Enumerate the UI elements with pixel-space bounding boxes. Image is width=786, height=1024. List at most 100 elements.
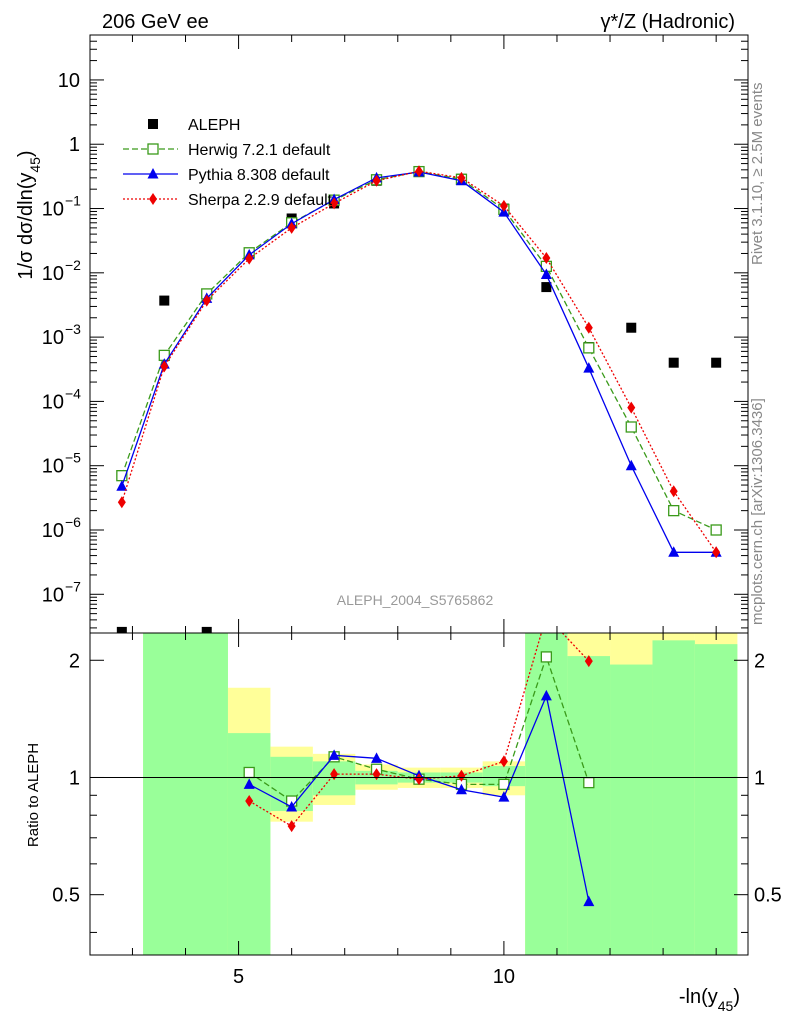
y-tick-exponent: −3 [65, 321, 81, 337]
data-point-0 [116, 626, 127, 633]
data-point-0 [668, 357, 679, 368]
data-point-3 [627, 401, 636, 414]
legend-marker [147, 168, 159, 179]
y-tick-label: 10 [42, 263, 64, 285]
ratio-y-tick-label-right: 0.5 [754, 885, 782, 907]
ratio-point-1 [540, 689, 552, 701]
data-point-1 [710, 524, 722, 536]
ratio-point-1 [243, 778, 255, 789]
analysis-watermark: ALEPH_2004_S5765862 [337, 592, 494, 608]
y-tick-exponent: −2 [65, 257, 81, 273]
data-point-2 [540, 268, 552, 280]
legend-entry: ALEPH [188, 117, 240, 134]
ratio-point-1 [328, 749, 340, 760]
y-tick-label: 10 [58, 70, 80, 92]
ratio-point-1 [371, 752, 383, 763]
ratio-y-tick-label-right: 1 [754, 767, 765, 789]
y-tick-exponent: −7 [65, 578, 81, 594]
band-green-9 [567, 656, 611, 955]
series-line-1 [121, 170, 717, 531]
ratio-point-2 [542, 610, 550, 622]
ratio-uncertainty-bands [143, 633, 738, 955]
data-point-1 [625, 421, 637, 433]
legend-marker [148, 119, 158, 129]
y-tick-exponent: −6 [65, 514, 81, 530]
ratio-y-axis-label: Ratio to ALEPH [25, 743, 42, 847]
ratio-point-0 [243, 766, 255, 779]
data-point-2 [625, 459, 637, 471]
ratio-y-tick-label: 1 [69, 767, 80, 789]
band-green-8 [525, 633, 568, 955]
ratio-point-1 [498, 791, 510, 802]
band-green-1 [227, 733, 271, 955]
data-point-0 [626, 322, 637, 333]
data-point-3 [330, 197, 339, 210]
y-tick-label: 1 [69, 134, 80, 156]
data-point-3 [372, 174, 381, 187]
data-point-0 [541, 282, 552, 293]
ratio-point-1 [583, 895, 595, 907]
ratio-point-2 [457, 769, 466, 782]
y-tick-exponent: −5 [65, 450, 81, 466]
ratio-point-1 [455, 783, 467, 795]
ratio-point-0 [540, 651, 553, 663]
data-point-3 [669, 485, 678, 498]
band-green-11 [652, 640, 695, 955]
data-point-0 [201, 626, 212, 633]
y-tick-label: 10 [42, 456, 64, 478]
data-point-3 [202, 294, 211, 307]
ratio-point-2 [584, 655, 593, 668]
data-point-3 [499, 199, 508, 212]
legend-entry: Herwig 7.2.1 default [188, 142, 331, 159]
y-tick-label: 10 [42, 520, 64, 542]
y-tick-label: 10 [42, 327, 64, 349]
ratio-point-1 [286, 800, 298, 812]
data-point-3 [542, 252, 551, 265]
top-panel-series [116, 165, 722, 633]
data-point-1 [668, 504, 680, 517]
y-tick-exponent: −4 [65, 385, 81, 401]
rivet-label: Rivet 3.1.10, ≥ 2.5M events [749, 83, 766, 266]
band-green-0 [143, 633, 228, 955]
data-point-2 [668, 546, 680, 557]
data-point-1 [583, 342, 595, 354]
ratio-point-2 [415, 773, 423, 786]
legend: ALEPH Herwig 7.2.1 default Pythia 8.308 de… [123, 117, 333, 209]
x-tick-label: 10 [493, 966, 515, 988]
data-point-3 [415, 165, 423, 178]
ratio-y-tick-label: 2 [69, 650, 80, 672]
data-point-3 [245, 252, 254, 265]
band-green-10 [610, 664, 653, 955]
mcplots-label: mcplots.cern.ch [arXiv:1306.3436] [749, 398, 766, 625]
data-point-3 [457, 171, 466, 184]
ratio-point-2 [499, 755, 508, 768]
legend-marker [147, 143, 159, 155]
y-tick-label: 10 [42, 584, 64, 606]
ratio-y-tick-label: 0.5 [52, 885, 80, 907]
data-point-3 [117, 496, 126, 509]
ratio-panel-frame [89, 632, 749, 956]
data-point-0 [159, 295, 170, 306]
ratio-panel-axes: 0.5 0.5 1 1 2 2 5 10 [52, 632, 782, 988]
data-point-3 [712, 546, 721, 559]
y-tick-exponent: −1 [65, 193, 81, 209]
x-axis-label: -ln(y45) [679, 986, 740, 1014]
legend-marker [149, 193, 157, 205]
data-point-3 [584, 321, 593, 334]
data-point-3 [287, 221, 296, 234]
legend-entry: Sherpa 2.2.9 default [188, 192, 333, 209]
header-right-label: γ*/Z (Hadronic) [601, 11, 735, 33]
y-tick-label: 10 [42, 391, 64, 413]
data-point-2 [583, 362, 595, 373]
ratio-point-2 [287, 820, 296, 833]
series-line-3 [121, 170, 717, 553]
data-point-2 [116, 480, 128, 491]
x-tick-label: 5 [233, 966, 244, 988]
band-green-12 [694, 644, 738, 955]
series-line-2 [121, 171, 717, 553]
legend-entry: Pythia 8.308 default [188, 167, 330, 184]
y-tick-label: 10 [42, 199, 64, 221]
top-y-axis-label: 1/σ dσ/dln(y45) [15, 150, 43, 279]
